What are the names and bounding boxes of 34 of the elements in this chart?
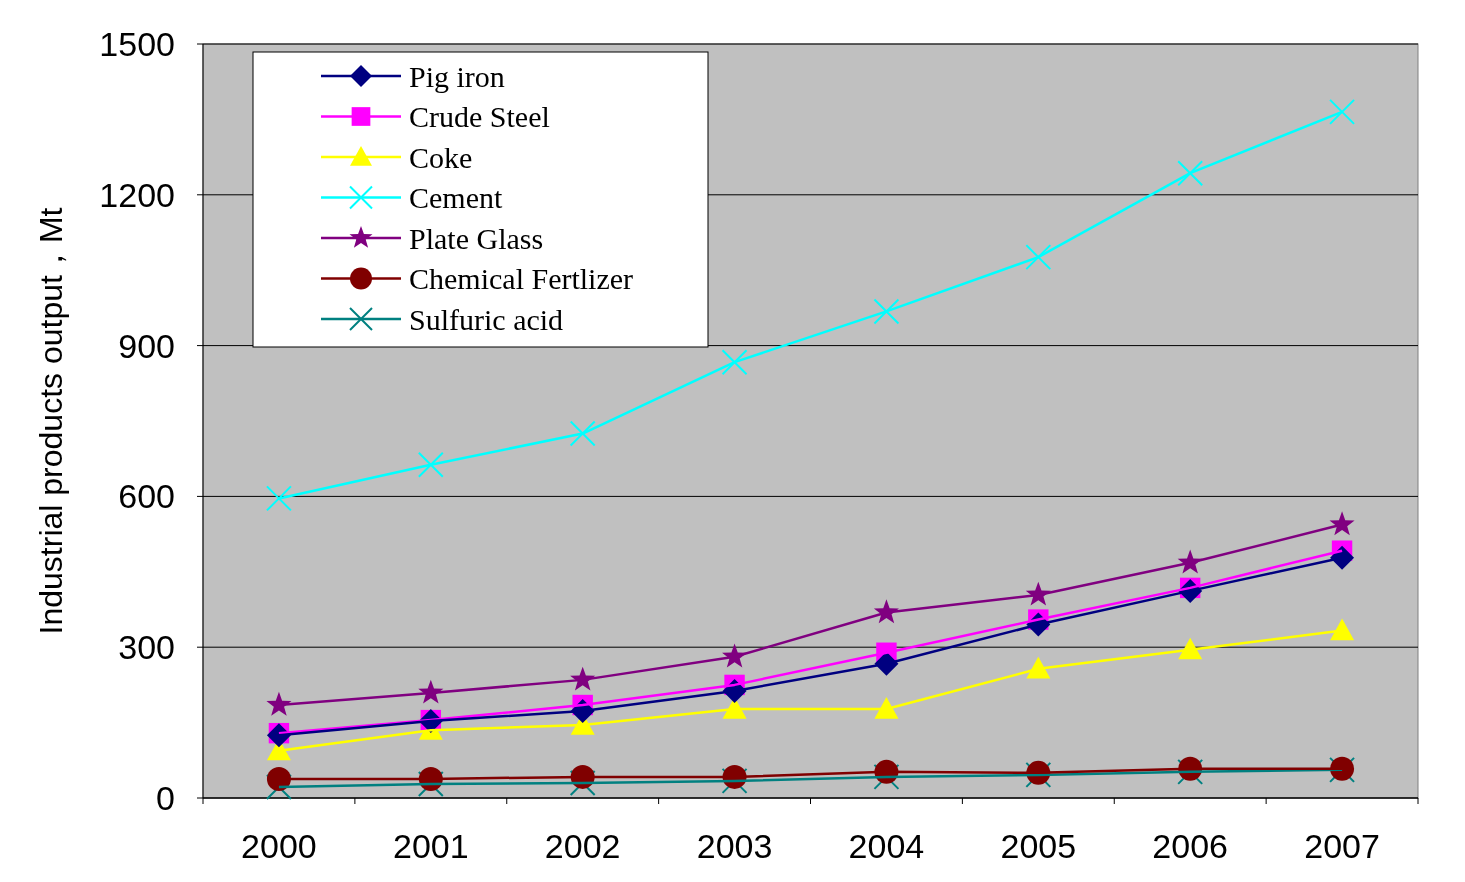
point [1177,160,1204,187]
point [1330,618,1355,641]
y-tick-label: 0 [156,778,175,817]
legend-label: Sulfuric acid [409,302,564,336]
x-tick-label: 2006 [1152,827,1229,865]
y-axis-title: Industrial products output，Mt [33,207,69,635]
legend-label: Chemical Fertlizer [409,262,634,295]
x-tick-label: 2002 [544,827,621,865]
point [266,766,291,791]
x-tick-label: 2001 [392,827,469,865]
point [874,697,899,719]
point [721,349,748,376]
point [569,420,596,447]
legend-label: Cement [409,181,503,214]
y-tick-label: 300 [118,628,175,667]
y-tick-label: 900 [118,326,175,365]
point [417,451,444,478]
x-tick-label: 2003 [696,827,773,865]
legend-label: Pig iron [409,59,505,93]
legend-label: Crude Steel [409,100,550,133]
point [1329,98,1356,125]
point [1329,511,1355,536]
x-tick-label: 2004 [848,827,925,865]
y-tick-label: 1500 [99,24,175,63]
point [1025,244,1052,271]
x-tick-label: 2007 [1304,827,1380,865]
point [265,485,292,512]
y-tick-label: 600 [118,477,175,516]
x-tick-label: 2000 [241,827,317,865]
legend-label: Coke [409,140,473,174]
y-tick-label: 1200 [99,175,175,214]
legend-label: Plate Glass [409,221,544,255]
x-tick-label: 2005 [1000,827,1077,865]
point [873,298,900,325]
